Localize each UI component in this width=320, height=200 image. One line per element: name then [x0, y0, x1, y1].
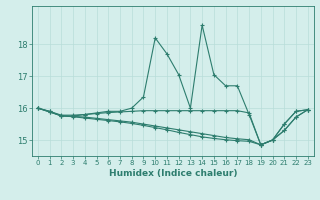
X-axis label: Humidex (Indice chaleur): Humidex (Indice chaleur) [108, 169, 237, 178]
